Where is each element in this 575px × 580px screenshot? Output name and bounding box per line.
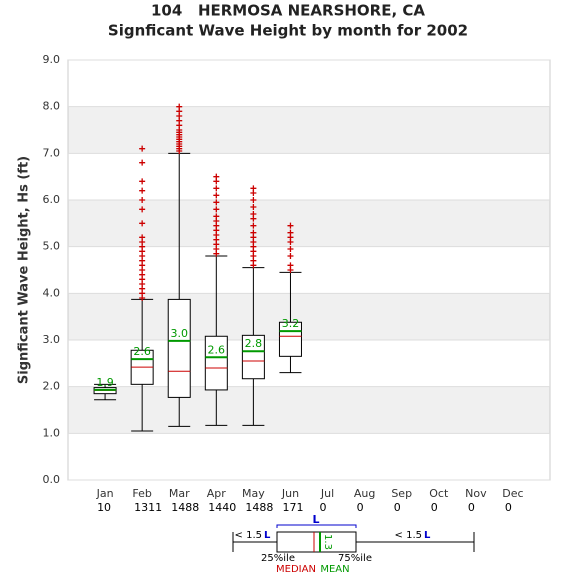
count-label: 0 [505, 501, 512, 514]
x-tick-label: May [242, 487, 265, 500]
outlier [176, 103, 183, 110]
grid-band [68, 200, 550, 247]
x-tick-label: Apr [207, 487, 227, 500]
key-whisker: < 1.5 [395, 530, 422, 541]
key-mean-example: 1.3 [322, 534, 333, 550]
outlier [287, 222, 294, 229]
count-label: 0 [357, 501, 364, 514]
x-tick-label: Jan [96, 487, 114, 500]
outlier [250, 185, 257, 192]
box [204, 335, 228, 391]
outlier [213, 192, 220, 199]
box [241, 334, 265, 380]
y-tick-label: 3.0 [43, 333, 61, 346]
x-tick-label: Aug [354, 487, 375, 500]
mean-label: 1.9 [96, 376, 114, 389]
outlier [139, 187, 146, 194]
x-tick-label: Dec [502, 487, 523, 500]
y-tick-label: 7.0 [43, 146, 61, 159]
outlier [213, 206, 220, 213]
grid-band [68, 106, 550, 154]
x-tick-label: Nov [465, 487, 487, 500]
key-iqr: L [312, 513, 319, 526]
outlier [250, 211, 257, 217]
outlier [250, 197, 257, 203]
outlier [287, 229, 294, 236]
y-tick-label: 2.0 [43, 380, 61, 393]
key-whisker: < 1.5 [235, 530, 262, 541]
count-label: 171 [282, 501, 303, 514]
key-iqr: L [264, 530, 271, 541]
key-box [276, 531, 357, 553]
x-tick-label: Jun [281, 487, 299, 500]
count-label: 1488 [245, 501, 273, 514]
outlier [139, 159, 146, 166]
outlier [213, 199, 220, 206]
x-tick-label: Mar [169, 487, 190, 500]
x-tick-label: Sep [391, 487, 412, 500]
x-tick-label: Jul [320, 487, 334, 500]
box [167, 298, 191, 398]
count-label: 0 [394, 501, 401, 514]
outlier [287, 246, 294, 252]
outlier [250, 204, 257, 210]
count-label: 10 [97, 501, 111, 514]
y-tick-label: 5.0 [43, 240, 61, 253]
outlier [287, 253, 294, 259]
outlier [213, 213, 220, 220]
mean-label: 3.2 [282, 317, 300, 330]
outlier [213, 173, 220, 180]
y-tick-label: 1.0 [43, 426, 61, 439]
key-q3: 75%ile [338, 553, 372, 564]
outlier [139, 234, 146, 241]
count-label: 0 [468, 501, 475, 514]
mean-label: 2.6 [133, 345, 151, 358]
chart-title: 104 HERMOSA NEARSHORE, CA [151, 2, 425, 20]
outlier [287, 262, 294, 269]
outlier [139, 145, 146, 152]
x-tick-label: Feb [132, 487, 151, 500]
y-tick-label: 8.0 [43, 100, 61, 113]
x-tick-label: Oct [429, 487, 449, 500]
key-median-label: MEDIAN [276, 564, 316, 575]
key-bracket [276, 524, 357, 528]
count-label: 0 [431, 501, 438, 514]
outlier [139, 220, 146, 227]
y-tick-label: 6.0 [43, 193, 61, 206]
mean-label: 2.6 [208, 343, 226, 356]
y-tick-label: 0.0 [43, 473, 61, 486]
count-label: 0 [320, 501, 327, 514]
count-label: 1311 [134, 501, 162, 514]
count-label: 1488 [171, 501, 199, 514]
y-axis-label: Signficant Wave Height, Hs (ft) [17, 156, 32, 384]
mean-label: 3.0 [170, 327, 188, 340]
outlier [250, 222, 257, 229]
outlier [139, 178, 146, 185]
y-tick-label: 9.0 [43, 53, 61, 66]
key-mean-label: MEAN [320, 564, 349, 575]
chart-subtitle: Signficant Wave Height by month for 2002 [108, 22, 468, 40]
key: L < 1.5 L < 1.5 L 25%ile 75%ile MEDIAN M… [232, 513, 475, 575]
outlier [213, 185, 220, 192]
outlier [139, 197, 146, 203]
y-tick-label: 4.0 [43, 286, 61, 299]
outlier [139, 206, 146, 213]
mean-label: 2.8 [245, 337, 263, 350]
count-label: 1440 [208, 501, 236, 514]
key-q1: 25%ile [261, 553, 295, 564]
outlier [250, 229, 257, 236]
grid-band [68, 293, 550, 340]
grid-band [68, 386, 550, 434]
key-iqr: L [424, 530, 431, 541]
